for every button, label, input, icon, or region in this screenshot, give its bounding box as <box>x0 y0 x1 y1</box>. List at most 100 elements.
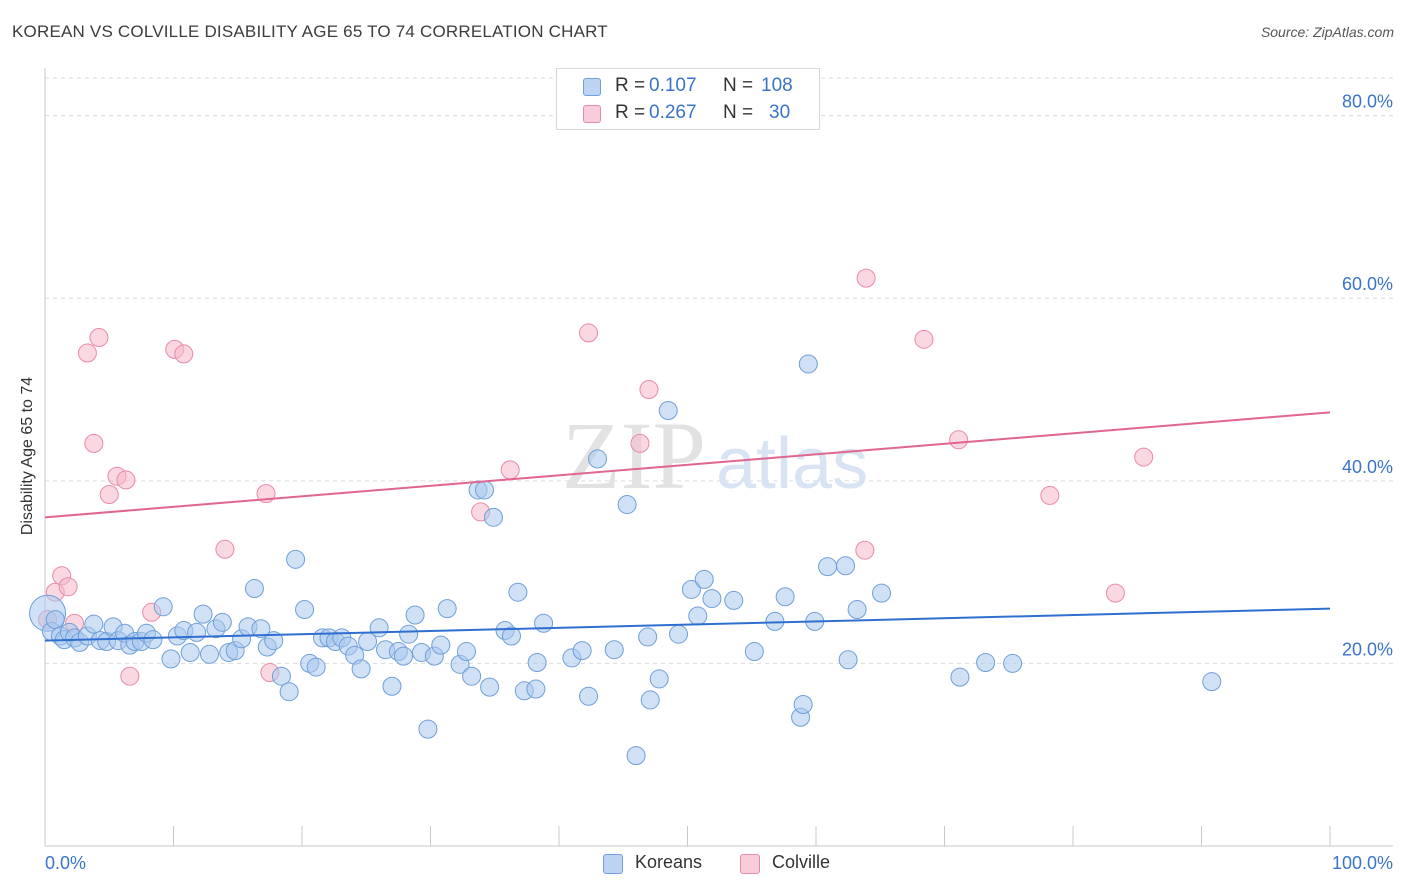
korean-point <box>724 590 744 610</box>
korean-point <box>775 587 795 607</box>
colville-point <box>120 666 140 686</box>
colville-r-label: R = <box>615 102 646 123</box>
korean-point <box>604 640 624 660</box>
korean-point <box>526 679 546 699</box>
y-tick-label: 60.0% <box>1342 274 1393 294</box>
korean-point <box>405 605 425 625</box>
colville-point <box>215 539 235 559</box>
korean-point <box>382 676 402 696</box>
colville-n-label: N = <box>723 102 754 123</box>
korean-point <box>431 635 451 655</box>
korean-point <box>669 624 689 644</box>
korean-point <box>351 659 371 679</box>
korean-point <box>279 682 299 702</box>
korean-point <box>45 610 65 630</box>
colville-n-value: 30 <box>769 102 791 123</box>
korean-point <box>626 746 646 766</box>
korean-point <box>702 589 722 609</box>
korean-point <box>579 686 599 706</box>
watermark: ZIP atlas <box>562 402 868 509</box>
grid-lines <box>45 77 1393 664</box>
korean-point <box>187 622 207 642</box>
korean-point <box>180 642 200 662</box>
colville-trend-line <box>44 411 1331 519</box>
trend-lines <box>44 411 1331 642</box>
korean-point <box>572 641 592 661</box>
korean-point <box>638 627 658 647</box>
x-tick-label: 100.0% <box>1332 853 1393 873</box>
korean-point <box>264 631 284 651</box>
colville-point <box>89 327 109 347</box>
korean-point <box>501 626 521 646</box>
korean-point <box>271 666 291 686</box>
korean-point <box>649 669 669 689</box>
korean-point <box>462 666 482 686</box>
korean-point <box>681 579 701 599</box>
watermark-zip: ZIP <box>562 402 706 509</box>
korean-swatch <box>583 78 601 96</box>
bottom-korean-swatch <box>603 854 623 874</box>
korean-point <box>399 624 419 644</box>
korean-point <box>161 649 181 669</box>
y-tick-label: 20.0% <box>1342 639 1393 659</box>
source-label: Source: ZipAtlas.com <box>1260 24 1394 40</box>
colville-point <box>174 344 194 364</box>
korean-r-value: 0.107 <box>649 75 697 96</box>
korean-n-label: N = <box>723 75 754 96</box>
korean-point <box>1202 672 1222 692</box>
korean-point <box>369 618 389 638</box>
korean-point <box>251 619 271 639</box>
colville-point <box>579 323 599 343</box>
correlation-legend: R = 0.107 N = 108 R = 0.267 N = 30 <box>556 68 820 130</box>
y-tick-label: 40.0% <box>1342 457 1393 477</box>
colville-point <box>914 329 934 349</box>
colville-point <box>1134 447 1154 467</box>
colville-point <box>58 577 78 597</box>
x-tick-label: 0.0% <box>45 853 86 873</box>
korean-point <box>143 630 163 650</box>
colville-point <box>116 470 136 490</box>
korean-point <box>640 690 660 710</box>
colville-point <box>84 433 104 453</box>
korean-point <box>199 644 219 664</box>
korean-point <box>798 354 818 374</box>
colville-point <box>855 540 875 560</box>
colville-point <box>77 343 97 363</box>
y-tick-label: 80.0% <box>1342 92 1393 112</box>
korean-point <box>688 606 708 626</box>
korean-point <box>474 480 494 500</box>
korean-point <box>836 556 856 576</box>
colville-point <box>949 430 969 450</box>
bottom-korean-label: Koreans <box>635 852 703 872</box>
bottom-colville-swatch <box>740 854 760 874</box>
axes <box>44 68 1393 847</box>
korean-point <box>872 583 892 603</box>
korean-point <box>1003 653 1023 673</box>
tick-labels: 20.0% 40.0% 60.0% 80.0% 0.0% 100.0% <box>45 92 1393 873</box>
colville-point <box>99 485 119 505</box>
korean-point <box>694 569 714 589</box>
bottom-colville-label: Colville <box>772 852 831 872</box>
colville-point <box>1040 485 1060 505</box>
colville-point <box>1105 583 1125 603</box>
colville-point <box>639 380 659 400</box>
colville-swatch <box>583 105 601 123</box>
korean-point <box>744 642 764 662</box>
korean-point <box>153 597 173 617</box>
korean-point <box>588 449 608 469</box>
korean-point <box>976 652 996 672</box>
korean-n-value: 108 <box>761 75 793 96</box>
korean-point <box>950 667 970 687</box>
korean-point <box>244 579 264 599</box>
korean-point <box>793 694 813 714</box>
colville-r-value: 0.267 <box>649 102 697 123</box>
y-axis-label: Disability Age 65 to 74 <box>19 376 36 536</box>
korean-point <box>534 613 554 633</box>
korean-point <box>193 604 213 624</box>
korean-point <box>658 401 678 421</box>
korean-trend-line <box>44 607 1331 642</box>
korean-r-label: R = <box>615 75 646 96</box>
korean-point <box>295 600 315 620</box>
korean-point <box>212 612 232 632</box>
